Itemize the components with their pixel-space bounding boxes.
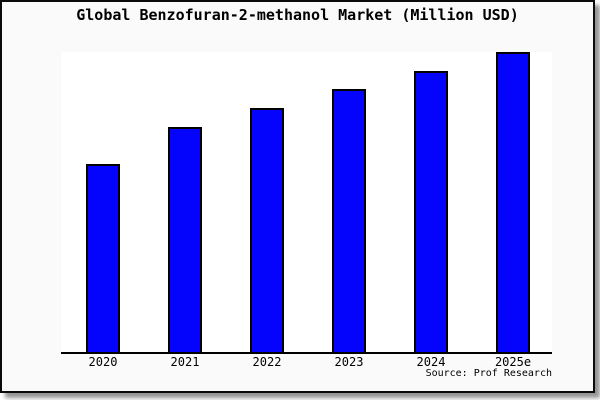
x-tick-label-2023: 2023 [334, 355, 364, 369]
chart-card: Global Benzofuran-2-methanol Market (Mil… [0, 0, 595, 393]
x-tick-label-2020: 2020 [88, 355, 118, 369]
bar-2022 [250, 108, 284, 352]
plot-area [61, 52, 552, 354]
bar-2024 [414, 71, 448, 352]
x-tick-label-2024: 2024 [416, 355, 446, 369]
bar-2025e [496, 52, 530, 352]
source-label: Source: Prof Research [425, 368, 552, 379]
x-axis-labels: 2020 2021 2022 2023 2024 2025e [61, 355, 552, 369]
bar-2023 [332, 89, 366, 352]
x-tick-label-2021: 2021 [170, 355, 200, 369]
bar-2020 [86, 164, 120, 352]
bar-2021 [168, 127, 202, 352]
x-tick-label-2022: 2022 [252, 355, 282, 369]
x-tick-label-2025e: 2025e [494, 355, 532, 369]
chart-title: Global Benzofuran-2-methanol Market (Mil… [76, 6, 519, 24]
